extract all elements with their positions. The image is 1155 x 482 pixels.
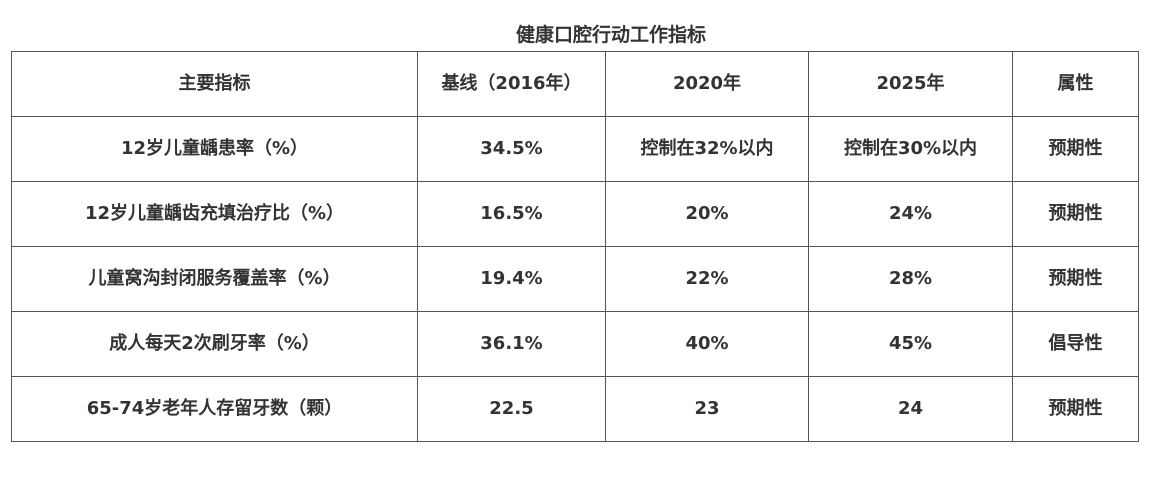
table-row: 儿童窝沟封闭服务覆盖率（%） 19.4% 22% 28% 预期性: [11, 246, 1139, 312]
cell-indicator: 12岁儿童龋患率（%）: [11, 116, 418, 182]
cell-indicator: 65-74岁老年人存留牙数（颗）: [11, 376, 418, 442]
header-2025: 2025年: [808, 51, 1013, 117]
cell-indicator: 12岁儿童龋齿充填治疗比（%）: [11, 181, 418, 247]
cell-2025: 控制在30%以内: [808, 116, 1013, 182]
cell-2020: 控制在32%以内: [605, 116, 809, 182]
table-row: 12岁儿童龋患率（%） 34.5% 控制在32%以内 控制在30%以内 预期性: [11, 116, 1139, 182]
table-header-row: 主要指标 基线（2016年） 2020年 2025年 属性: [11, 51, 1139, 117]
header-2020: 2020年: [605, 51, 809, 117]
table-row: 65-74岁老年人存留牙数（颗） 22.5 23 24 预期性: [11, 376, 1139, 442]
cell-indicator: 儿童窝沟封闭服务覆盖率（%）: [11, 246, 418, 312]
indicator-table: 主要指标 基线（2016年） 2020年 2025年 属性 12岁儿童龋患率（%…: [11, 51, 1139, 442]
cell-2025: 28%: [808, 246, 1013, 312]
cell-attribute: 预期性: [1012, 246, 1139, 312]
cell-attribute: 预期性: [1012, 116, 1139, 182]
document-title: 健康口腔行动工作指标: [515, 24, 706, 46]
cell-attribute: 预期性: [1012, 376, 1139, 442]
cell-baseline: 36.1%: [417, 311, 606, 377]
cell-baseline: 19.4%: [417, 246, 606, 312]
cell-baseline: 22.5: [417, 376, 606, 442]
cell-2020: 20%: [605, 181, 809, 247]
table-row: 12岁儿童龋齿充填治疗比（%） 16.5% 20% 24% 预期性: [11, 181, 1139, 247]
cell-2025: 45%: [808, 311, 1013, 377]
cell-indicator: 成人每天2次刷牙率（%）: [11, 311, 418, 377]
cell-2025: 24%: [808, 181, 1013, 247]
cell-attribute: 倡导性: [1012, 311, 1139, 377]
cell-2020: 22%: [605, 246, 809, 312]
header-main-indicator: 主要指标: [11, 51, 418, 117]
header-attribute: 属性: [1012, 51, 1139, 117]
cell-2025: 24: [808, 376, 1013, 442]
cell-2020: 23: [605, 376, 809, 442]
table-row: 成人每天2次刷牙率（%） 36.1% 40% 45% 倡导性: [11, 311, 1139, 377]
cell-attribute: 预期性: [1012, 181, 1139, 247]
cell-baseline: 16.5%: [417, 181, 606, 247]
cell-2020: 40%: [605, 311, 809, 377]
cell-baseline: 34.5%: [417, 116, 606, 182]
header-baseline: 基线（2016年）: [417, 51, 606, 117]
